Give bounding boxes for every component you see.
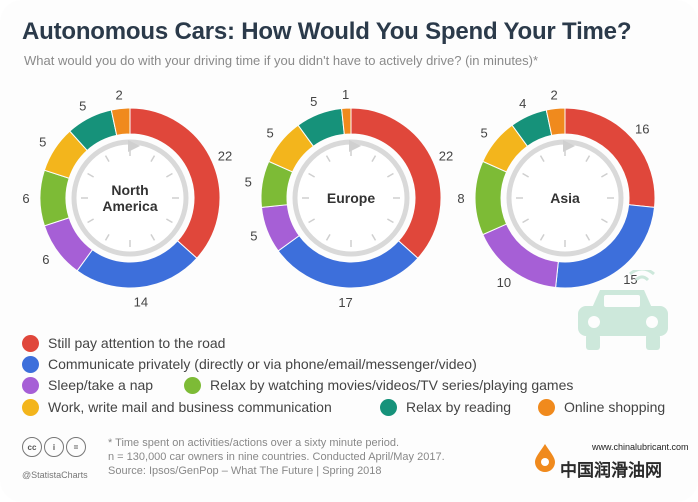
clock-tick <box>165 172 173 178</box>
clock-tick <box>539 155 545 163</box>
clock-tick <box>600 172 608 178</box>
legend-item-sleep: Sleep/take a nap <box>22 375 153 395</box>
region-label: North <box>111 182 148 198</box>
donut-segment-shopping <box>545 107 566 136</box>
clock-arrow-icon <box>128 140 140 152</box>
clock-tick <box>325 155 331 163</box>
watermark-url: www.chinalubricant.com <box>592 442 689 452</box>
donut-asia: 16 15 10 8 5 4 2 Asia <box>457 88 656 290</box>
data-label: 15 <box>623 272 637 287</box>
chart-subtitle: What would you do with your driving time… <box>24 53 539 68</box>
clock-tick <box>386 218 394 224</box>
clock-tick <box>585 233 591 241</box>
source-note: Source: Ipsos/GenPop – What The Future |… <box>108 465 382 477</box>
data-label: 5 <box>310 94 317 109</box>
legend-swatch-reading <box>380 398 397 416</box>
donut-europe: 22 17 5 5 5 5 1 Europe <box>245 87 454 310</box>
data-label: 22 <box>218 149 232 164</box>
clock-arrow-icon <box>563 140 575 152</box>
legend-swatch-road <box>22 334 39 352</box>
data-label: 5 <box>245 175 252 190</box>
no-derivatives-icon: = <box>66 437 86 457</box>
data-label: 2 <box>116 88 123 103</box>
data-label: 5 <box>250 228 257 243</box>
legend-swatch-work <box>22 398 39 416</box>
data-label: 2 <box>551 88 558 103</box>
clock-tick <box>150 233 156 241</box>
data-label: 10 <box>497 275 511 290</box>
legend-item-shopping: Online shopping <box>538 397 665 417</box>
legend-item-communicate: Communicate privately (directly or via p… <box>22 354 477 374</box>
watermark-brand: 中国润滑油网 <box>560 461 662 480</box>
legend-swatch-shopping <box>538 398 555 416</box>
data-label: 17 <box>338 295 352 310</box>
footnote-2: n = 130,000 car owners in nine countries… <box>108 451 445 463</box>
donut-segment-shopping <box>341 107 352 135</box>
data-label: 6 <box>22 191 29 206</box>
clock-tick <box>308 218 316 224</box>
data-label: 16 <box>635 121 649 136</box>
clock-tick <box>371 155 377 163</box>
data-label: 5 <box>79 98 86 113</box>
clock-tick <box>104 233 110 241</box>
donut-segment-movies <box>39 169 70 227</box>
clock-tick <box>87 172 95 178</box>
region-label: Europe <box>327 190 375 206</box>
license-icons: cc i = <box>22 437 88 457</box>
legend-item-movies: Relax by watching movies/videos/TV serie… <box>184 375 573 395</box>
donut-segment-movies <box>474 160 508 236</box>
clock-tick <box>386 172 394 178</box>
clock-tick <box>522 172 530 178</box>
legend-item-reading: Relax by reading <box>380 397 511 417</box>
footnotes: * Time spent on activities/actions over … <box>108 436 445 478</box>
clock-tick <box>371 233 377 241</box>
clock-tick <box>104 155 110 163</box>
attribution-icon: i <box>44 437 64 457</box>
legend-label: Still pay attention to the road <box>48 335 226 351</box>
clock-tick <box>600 218 608 224</box>
chart-title: Autonomous Cars: How Would You Spend You… <box>22 18 632 45</box>
legend-swatch-communicate <box>22 355 39 373</box>
data-label: 22 <box>439 149 453 164</box>
clock-tick <box>308 172 316 178</box>
legend-item-work: Work, write mail and business communicat… <box>22 397 332 417</box>
car-icon <box>578 270 668 350</box>
region-label: America <box>102 198 157 214</box>
region-label: Asia <box>550 190 580 206</box>
clock-tick <box>585 155 591 163</box>
data-label: 1 <box>342 87 349 102</box>
legend-swatch-sleep <box>22 376 39 394</box>
data-label: 4 <box>519 96 526 111</box>
legend-label: Online shopping <box>564 399 666 415</box>
legend-label: Work, write mail and business communicat… <box>48 399 332 415</box>
clock-arrow-icon <box>349 140 361 152</box>
footer: cc i = @StatistaCharts * Time spent on a… <box>22 434 682 494</box>
clock-tick <box>539 233 545 241</box>
legend-label: Relax by reading <box>406 399 512 415</box>
statista-handle: @StatistaCharts <box>22 470 88 480</box>
legend-label: Relax by watching movies/videos/TV serie… <box>210 377 574 393</box>
clock-tick <box>150 155 156 163</box>
donut-segment-shopping <box>110 107 131 136</box>
data-label: 8 <box>457 191 464 206</box>
clock-tick <box>522 218 530 224</box>
legend-item-road: Still pay attention to the road <box>22 333 225 353</box>
legend-swatch-movies <box>184 376 201 394</box>
watermark-logo-icon <box>535 444 555 472</box>
data-label: 5 <box>39 134 46 149</box>
clock-tick <box>165 218 173 224</box>
data-label: 6 <box>42 252 49 267</box>
data-label: 5 <box>267 126 274 141</box>
data-label: 14 <box>134 294 148 309</box>
clock-tick <box>87 218 95 224</box>
cc-icon: cc <box>22 437 42 457</box>
footnote-1: * Time spent on activities/actions over … <box>108 437 400 449</box>
data-label: 5 <box>481 126 488 141</box>
clock-tick <box>325 233 331 241</box>
legend-label: Communicate privately (directly or via p… <box>48 356 477 372</box>
legend-label: Sleep/take a nap <box>48 377 154 393</box>
